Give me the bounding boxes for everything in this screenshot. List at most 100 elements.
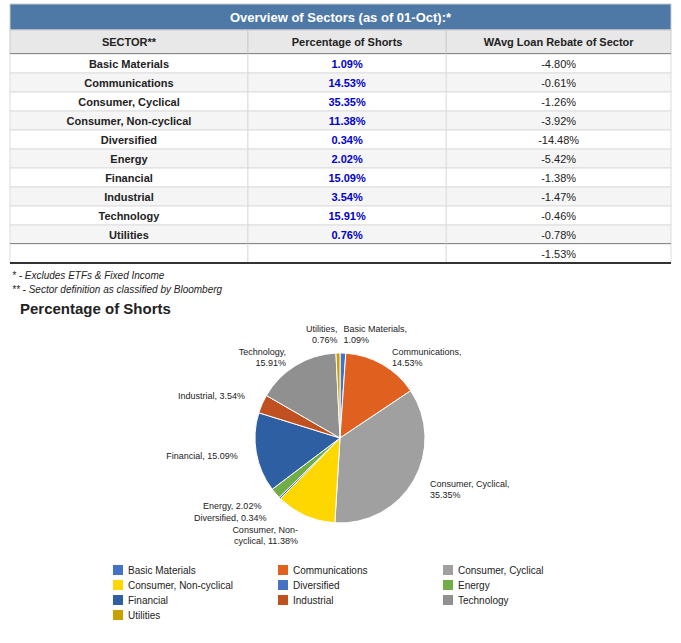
sector-label: Consumer, Cyclical (78, 96, 180, 108)
pct-cell (248, 92, 446, 111)
pct-cell (248, 130, 446, 149)
pct-cell (248, 149, 446, 168)
pct-cell (248, 111, 446, 130)
legend-swatch (278, 595, 288, 605)
rebate-cell (446, 206, 671, 225)
slice-label: Consumer, Non-cyclical, 11.38% (232, 525, 298, 546)
pct-cell (248, 73, 446, 92)
legend-item: Consumer, Cyclical (443, 565, 544, 576)
slice-label: Diversified, 0.34% (194, 513, 267, 523)
sector-label: Energy (110, 153, 148, 165)
pct-label: 2.02% (332, 153, 363, 165)
sector-cell (10, 206, 248, 225)
rebate-label: -14.48% (538, 134, 579, 146)
slice-label-line: Basic Materials, (344, 324, 408, 334)
legend-swatch (278, 565, 288, 575)
pct-label: 15.09% (328, 172, 366, 184)
legend-item: Diversified (278, 580, 340, 591)
slice-label-line: cyclical, 11.38% (234, 536, 298, 546)
legend-item: Financial (113, 595, 168, 606)
header-label: SECTOR** (102, 36, 157, 48)
table-title: Overview of Sectors (as of 01-Oct):* (230, 10, 452, 25)
chart-root: Overview of Sectors (as of 01-Oct):* SECT… (0, 0, 681, 643)
slice-label: Consumer, Cyclical,35.35% (430, 479, 510, 500)
rebate-cell (446, 130, 671, 149)
sector-label: Technology (99, 210, 161, 222)
sector-cell (10, 111, 248, 130)
rebate-label: -5.42% (541, 153, 576, 165)
legend-label: Diversified (293, 580, 340, 591)
slice-label-line: Utilities, (306, 324, 338, 334)
legend-label: Consumer, Cyclical (458, 565, 544, 576)
pct-label: 0.76% (332, 229, 363, 241)
slice-label-line: Communications, (392, 347, 462, 357)
slice-label-line: 0.76% (312, 335, 338, 345)
slice-label-line: 15.91% (255, 358, 286, 368)
slice-label: Communications,14.53% (392, 347, 462, 368)
sector-label: Basic Materials (89, 58, 169, 70)
header-cell (248, 30, 446, 54)
sector-cell (10, 149, 248, 168)
legend-label: Communications (293, 565, 367, 576)
slice-label-line: 1.09% (344, 335, 370, 345)
legend: Basic Materials Communications Consumer, C… (113, 565, 544, 621)
legend-item: Basic Materials (113, 565, 196, 576)
legend-swatch (113, 610, 123, 620)
legend-swatch (278, 580, 288, 590)
sector-label: Utilities (109, 229, 149, 241)
pct-label: 0.34% (332, 134, 363, 146)
rebate-cell (446, 168, 671, 187)
legend-label: Industrial (293, 595, 334, 606)
slice-label-line: Consumer, Cyclical, (430, 479, 510, 489)
rebate-label: -4.80% (541, 58, 576, 70)
legend-item: Industrial (278, 595, 334, 606)
pct-label: 15.91% (328, 210, 366, 222)
rebate-label: -1.47% (541, 191, 576, 203)
legend-item: Technology (443, 595, 509, 606)
legend-swatch (443, 595, 453, 605)
pie-chart: Percentage of Shorts Basic Materials,1.09… (20, 300, 544, 621)
rebate-cell (446, 149, 671, 168)
header-label: Percentage of Shorts (292, 36, 403, 48)
sector-cell (10, 168, 248, 187)
rebate-label: -1.38% (541, 172, 576, 184)
legend-item: Utilities (113, 610, 160, 621)
rebate-label: -3.92% (541, 115, 576, 127)
legend-item: Consumer, Non-cyclical (113, 580, 233, 591)
slice-label: Financial, 15.09% (166, 451, 238, 461)
total-label: -1.53% (541, 248, 576, 260)
slices (255, 353, 425, 523)
sector-cell (10, 73, 248, 92)
legend-label: Energy (458, 580, 490, 591)
rebate-label: -0.46% (541, 210, 576, 222)
sector-cell (10, 54, 248, 73)
legend-item: Communications (278, 565, 367, 576)
pie-slice (335, 391, 425, 523)
slice-label: Utilities,0.76% (306, 324, 338, 345)
footnote: ** - Sector definition as classified by … (12, 284, 223, 295)
slice-label-line: 35.35% (430, 490, 461, 500)
pie-title: Percentage of Shorts (20, 300, 171, 317)
slice-label-line: Financial, 15.09% (166, 451, 238, 461)
sector-label: Industrial (104, 191, 154, 203)
pct-cell (248, 54, 446, 73)
table: Overview of Sectors (as of 01-Oct):* SECT… (10, 4, 671, 295)
slice-label-line: Technology, (239, 347, 286, 357)
rebate-cell (446, 73, 671, 92)
legend-swatch (113, 580, 123, 590)
pct-label: 11.38% (329, 115, 366, 127)
sector-label: Diversified (101, 134, 157, 146)
rebate-cell (446, 225, 671, 244)
separator (10, 262, 671, 264)
slice-label: Industrial, 3.54% (178, 391, 245, 401)
table-title-cell (10, 4, 671, 30)
total-cell (10, 244, 248, 263)
rebate-cell (446, 111, 671, 130)
slice-labels: Basic Materials,1.09% Communications,14.5… (166, 324, 509, 546)
sector-label: Communications (84, 77, 173, 89)
legend-label: Consumer, Non-cyclical (128, 580, 233, 591)
pct-label: 1.09% (332, 58, 363, 70)
header-cell (10, 30, 248, 54)
total-cell (446, 244, 671, 263)
rebate-cell (446, 54, 671, 73)
